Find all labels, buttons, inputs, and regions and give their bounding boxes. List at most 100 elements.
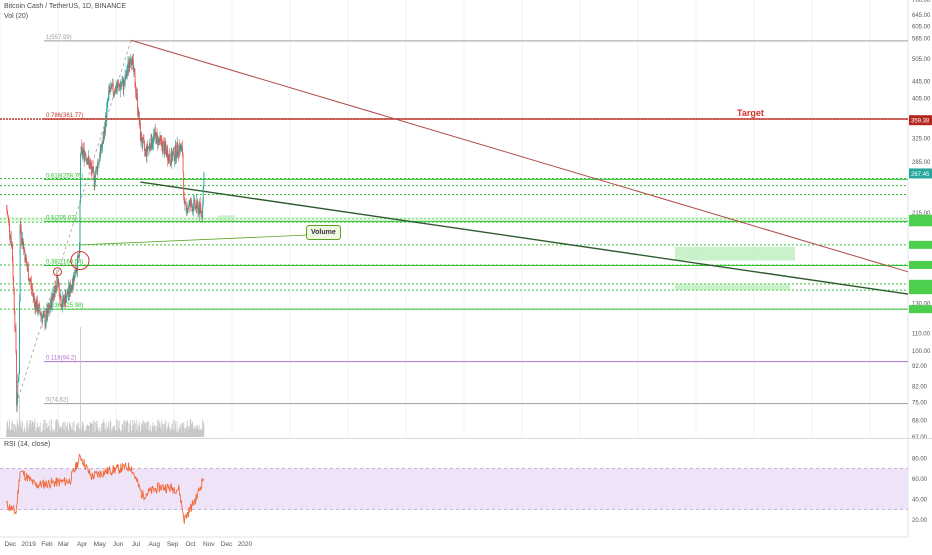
support-zone xyxy=(0,217,908,223)
candle-body xyxy=(58,279,60,284)
candle-body xyxy=(158,139,160,142)
volume-bar xyxy=(186,420,188,437)
time-tick-label: Dec xyxy=(5,541,17,548)
volume-bar xyxy=(173,430,175,437)
candle-body xyxy=(43,313,45,316)
candle-body xyxy=(14,327,16,330)
candle-body xyxy=(177,142,179,154)
candle-body xyxy=(77,255,79,271)
volume-bar xyxy=(147,429,149,437)
candle-body xyxy=(48,307,50,313)
fib-level-label: 0(74.62) xyxy=(46,398,68,404)
rsi-line xyxy=(6,453,205,524)
candle-body xyxy=(73,275,74,284)
candle-body xyxy=(94,181,96,185)
candle-body xyxy=(155,132,157,144)
candle-body xyxy=(71,285,73,289)
candle-body xyxy=(33,295,35,297)
candle-body xyxy=(89,161,90,169)
volume-bar xyxy=(150,430,152,437)
volume-bar xyxy=(54,428,56,437)
volume-bar xyxy=(125,427,127,437)
candle-body xyxy=(168,154,170,162)
candle-body xyxy=(142,137,144,146)
candle-body xyxy=(42,314,44,317)
volume-bar xyxy=(10,429,12,437)
volume-bar xyxy=(103,419,105,437)
volume-bar xyxy=(124,420,125,437)
volume-bar xyxy=(108,427,110,437)
candle-body xyxy=(196,200,198,204)
volume-bar xyxy=(7,422,9,437)
candle-body xyxy=(126,70,128,75)
volume-bar xyxy=(19,397,20,437)
level-badge xyxy=(909,305,932,314)
candle-body xyxy=(45,312,47,323)
candle-body xyxy=(25,254,27,261)
candle-body xyxy=(162,142,164,152)
volume-bar xyxy=(140,432,141,437)
candle-body xyxy=(149,143,151,148)
level-badge xyxy=(909,279,932,288)
volume-bar xyxy=(121,430,122,437)
time-tick-label: 2019 xyxy=(21,541,36,548)
volume-bar xyxy=(183,432,185,437)
volume-bar xyxy=(42,424,44,437)
pane-separator xyxy=(0,438,932,439)
candle-body xyxy=(28,280,30,282)
candle-body xyxy=(90,164,92,166)
volume-bar xyxy=(166,428,168,437)
candle-body xyxy=(163,142,165,154)
candle-body xyxy=(36,300,38,313)
candle-body xyxy=(160,138,162,140)
volume-bar xyxy=(80,428,82,437)
candle-body xyxy=(138,111,140,125)
candle-body xyxy=(176,156,178,159)
candle-body xyxy=(96,166,98,172)
volume-bar xyxy=(23,430,25,437)
candle-body xyxy=(96,166,98,168)
candle-body xyxy=(144,150,146,152)
candle-body xyxy=(74,270,76,281)
volume-callout-pointer xyxy=(80,234,309,246)
volume-bar xyxy=(46,423,48,437)
volume-bar xyxy=(112,428,113,437)
candle-body xyxy=(195,205,196,208)
volume-bar xyxy=(60,428,62,437)
volume-bar xyxy=(196,424,198,437)
volume-bar xyxy=(124,421,126,437)
volume-bar xyxy=(172,420,174,437)
candle-body xyxy=(44,315,46,327)
candle-body xyxy=(183,197,185,204)
price-tick-label: 505.00 xyxy=(912,57,931,63)
volume-bar xyxy=(126,420,128,437)
volume-bar xyxy=(66,426,68,437)
volume-bar xyxy=(190,419,192,437)
volume-bar xyxy=(147,421,148,437)
candle-body xyxy=(181,147,183,148)
candle-body xyxy=(61,305,63,310)
candle-body xyxy=(115,86,116,93)
volume-bar xyxy=(20,429,22,437)
volume-bar xyxy=(144,423,146,437)
candle-body xyxy=(12,262,14,279)
candle-body xyxy=(202,185,204,206)
candle-body xyxy=(122,79,124,90)
volume-bar xyxy=(84,430,86,437)
candle-body xyxy=(61,305,63,310)
volume-bar xyxy=(138,421,140,437)
candle-body xyxy=(187,207,189,211)
volume-bar xyxy=(180,423,182,437)
volume-bar xyxy=(167,427,169,437)
candle-body xyxy=(159,135,161,142)
candle-body xyxy=(147,147,149,150)
volume-bar xyxy=(64,422,66,437)
candle-body xyxy=(189,201,191,204)
candle-body xyxy=(107,100,109,102)
volume-bar xyxy=(185,428,186,437)
volume-bar xyxy=(73,420,75,437)
candle-body xyxy=(194,199,196,208)
volume-bar xyxy=(35,432,37,437)
candle-body xyxy=(116,87,118,89)
